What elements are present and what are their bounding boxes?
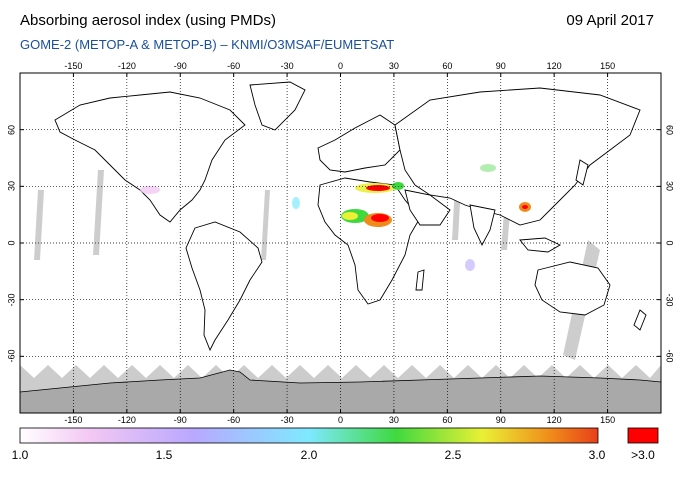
southeast-asia-islands	[519, 237, 561, 253]
lat-tick-label-right: 0	[664, 240, 675, 246]
lat-tick-label-right: 60	[664, 124, 675, 135]
japan	[575, 159, 589, 186]
plume-mexico	[140, 186, 160, 194]
lon-tick-label-bottom: 0	[337, 415, 344, 425]
colorbar-gradient	[19, 427, 599, 444]
lon-tick-label-top: -60	[227, 61, 241, 71]
arabia	[404, 189, 451, 226]
lon-tick-label-top: 30	[388, 61, 399, 71]
lat-tick-label-right: 30	[664, 181, 675, 192]
lon-tick-label-top: 90	[495, 61, 506, 71]
plume-china-core	[522, 205, 528, 209]
lat-tick-label-right: -60	[664, 349, 675, 363]
colorbar-over-label: >3.0	[631, 448, 655, 462]
continents	[54, 81, 647, 352]
new-zealand	[633, 309, 647, 331]
lon-tick-label-bottom: 150	[600, 415, 616, 425]
lon-tick-label-bottom: -90	[173, 415, 187, 425]
lon-tick-label-top: -150	[64, 61, 83, 71]
india	[469, 204, 496, 247]
lon-tick-label-top: 60	[442, 61, 453, 71]
lat-tick-label-right: -30	[664, 293, 675, 307]
madagascar	[415, 269, 425, 291]
graticule	[20, 73, 661, 413]
plume-north-africa-core	[366, 185, 390, 191]
lon-tick-label-top: 0	[337, 61, 344, 71]
lat-tick-label-left: 0	[6, 240, 17, 246]
lon-tick-label-bottom: 30	[388, 415, 399, 425]
colorbar-over-swatch	[627, 427, 659, 444]
map-date: 09 April 2017	[566, 12, 654, 29]
australia	[534, 261, 611, 316]
map-subtitle: GOME-2 (METOP-A & METOP-B) – KNMI/O3MSAF…	[20, 37, 395, 52]
north-america	[54, 91, 246, 223]
plume-sahel-core	[371, 214, 389, 222]
lon-tick-label-top: 120	[546, 61, 562, 71]
lon-tick-label-bottom: -120	[117, 415, 136, 425]
lon-tick-label-bottom: 90	[495, 415, 506, 425]
lat-tick-label-left: -60	[6, 349, 17, 363]
colorbar-label-5: 3.0	[588, 448, 606, 462]
lon-tick-label-top: -90	[173, 61, 187, 71]
lon-tick-label-bottom: -30	[280, 415, 294, 425]
lon-tick-label-top: -120	[117, 61, 136, 71]
plume-west-africa-core	[342, 212, 358, 220]
lon-tick-label-top: 150	[600, 61, 616, 71]
lon-tick-label-bottom: 60	[442, 415, 453, 425]
lat-tick-label-left: 30	[6, 181, 17, 192]
africa	[317, 177, 421, 305]
plume-indian-ocean	[465, 259, 475, 271]
south-america	[185, 221, 263, 352]
colorbar-label-4: 2.5	[444, 448, 462, 462]
lat-tick-label-left: -30	[6, 293, 17, 307]
plume-central-asia	[480, 164, 496, 172]
map-title: Absorbing aerosol index (using PMDs)	[20, 12, 276, 29]
colorbar-label-1: 1.0	[11, 448, 29, 462]
asia	[394, 87, 641, 226]
aerosol-plumes	[140, 164, 531, 271]
plume-atlantic	[292, 197, 300, 209]
lon-tick-label-bottom: 120	[546, 415, 562, 425]
lon-tick-label-bottom: -60	[227, 415, 241, 425]
frame-ticks	[20, 73, 661, 413]
lat-tick-label-left: 60	[6, 124, 17, 135]
colorbar-label-3: 2.0	[300, 448, 318, 462]
colorbar-label-2: 1.5	[155, 448, 173, 462]
lon-tick-label-top: -30	[280, 61, 294, 71]
greenland	[249, 81, 306, 131]
europe	[317, 114, 401, 173]
lon-tick-label-bottom: -150	[64, 415, 83, 425]
